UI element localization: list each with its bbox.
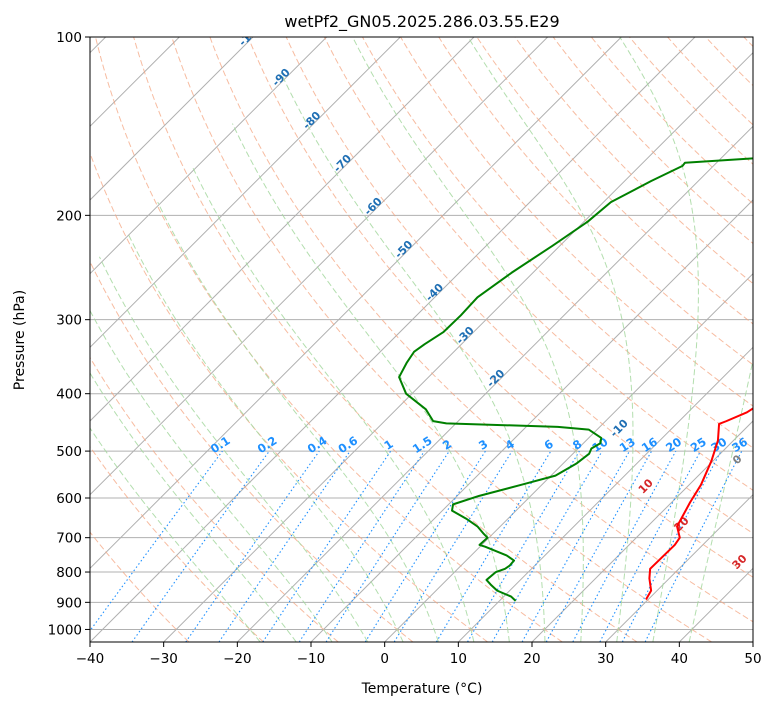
y-tick-label: 900 <box>56 595 82 611</box>
moist-adiabat <box>619 37 699 642</box>
dry-adiabat <box>90 151 488 642</box>
dry-adiabat <box>514 37 753 285</box>
mixing-ratio-line <box>218 450 351 642</box>
isotherm-gridline <box>90 37 549 496</box>
y-tick-label: 800 <box>56 565 82 581</box>
isotherm-gridline <box>163 51 753 642</box>
moist-adiabat <box>90 427 261 642</box>
x-tick-label: 0 <box>380 651 389 667</box>
y-tick-label: 600 <box>56 491 82 507</box>
dry-adiabat <box>285 37 753 534</box>
dry-adiabat-label: -100 <box>236 20 265 49</box>
y-tick-label: 1000 <box>48 622 82 638</box>
plot-background <box>90 37 753 642</box>
axes-layer: −40 −30 −20 −10 0 10 20 30 40 50 100 200 300 400 500 60… <box>48 30 762 667</box>
x-tick-label: −20 <box>223 651 252 667</box>
isotherm-gridline <box>90 37 254 201</box>
mixing-ratio-line <box>131 450 270 642</box>
profiles-layer <box>398 157 753 602</box>
y-tick-label: 300 <box>56 313 82 329</box>
isotherm-gridline <box>90 37 696 642</box>
isotherm-gridline <box>384 272 753 642</box>
dry-adiabat <box>438 37 753 366</box>
isotherm-gridline <box>90 37 401 349</box>
moist-adiabat <box>90 309 333 642</box>
x-tick-label: 20 <box>523 651 540 667</box>
dry-adiabat <box>362 37 753 449</box>
dry-adiabat <box>90 260 414 642</box>
mixing-ratio-line <box>644 450 743 642</box>
y-tick-label: 100 <box>56 30 82 46</box>
moist-adiabat <box>352 37 584 642</box>
mixing-ratio-line <box>325 450 450 642</box>
moist-adiabat <box>191 165 475 642</box>
y-tick-label: 200 <box>56 208 82 224</box>
mixing-ratio-line <box>521 450 630 642</box>
mixing-ratio-line <box>298 450 425 642</box>
dry-adiabat <box>323 37 753 491</box>
dry-adiabat <box>90 356 339 642</box>
x-tick-label: 40 <box>671 651 688 667</box>
temperature-profile-line <box>645 407 753 600</box>
dry-adiabat <box>552 37 753 245</box>
y-axis-title: Pressure (hPa) <box>12 290 28 390</box>
mixing-ratio-line <box>185 450 320 642</box>
dry-adiabat <box>209 37 753 623</box>
x-tick-label: −30 <box>149 651 178 667</box>
isotherm-gridline <box>90 37 328 275</box>
moist-adiabat <box>231 123 510 642</box>
dry-adiabat <box>133 37 638 642</box>
dry-adiabat <box>247 37 753 578</box>
moist-adiabat <box>127 233 404 642</box>
mixing-ratio-line <box>572 450 677 642</box>
chart-title: wetPf2_GN05.2025.286.03.55.E29 <box>284 12 559 32</box>
isotherm-gridline <box>531 420 753 642</box>
moist-adiabat <box>688 357 753 642</box>
y-tick-label: 700 <box>56 531 82 547</box>
y-tick-label: 500 <box>56 444 82 460</box>
plot-frame <box>89 36 754 643</box>
x-tick-label: −10 <box>297 651 326 667</box>
isotherm-gridline <box>90 37 622 570</box>
moist-adiabat <box>98 256 369 642</box>
x-axis-title: Temperature (°C) <box>361 681 483 697</box>
dry-adiabat <box>90 531 190 642</box>
x-tick-label: −40 <box>76 651 105 667</box>
isotherm-gridline <box>457 346 753 642</box>
isotherm-gridline <box>236 125 753 642</box>
mixing-ratio-line <box>262 450 392 642</box>
moist-adiabat <box>157 201 439 642</box>
y-tick-label: 400 <box>56 387 82 403</box>
isotherm-gridline <box>90 37 475 422</box>
dewpoint-profile-line <box>398 157 753 602</box>
dry-adiabat <box>400 37 753 407</box>
x-tick-label: 10 <box>450 651 467 667</box>
mixing-ratio-line <box>545 450 653 642</box>
x-tick-label: 50 <box>744 651 761 667</box>
x-tick-label: 30 <box>597 651 614 667</box>
isotherm-gridline <box>605 493 753 642</box>
mixing-ratio-line <box>90 450 223 632</box>
